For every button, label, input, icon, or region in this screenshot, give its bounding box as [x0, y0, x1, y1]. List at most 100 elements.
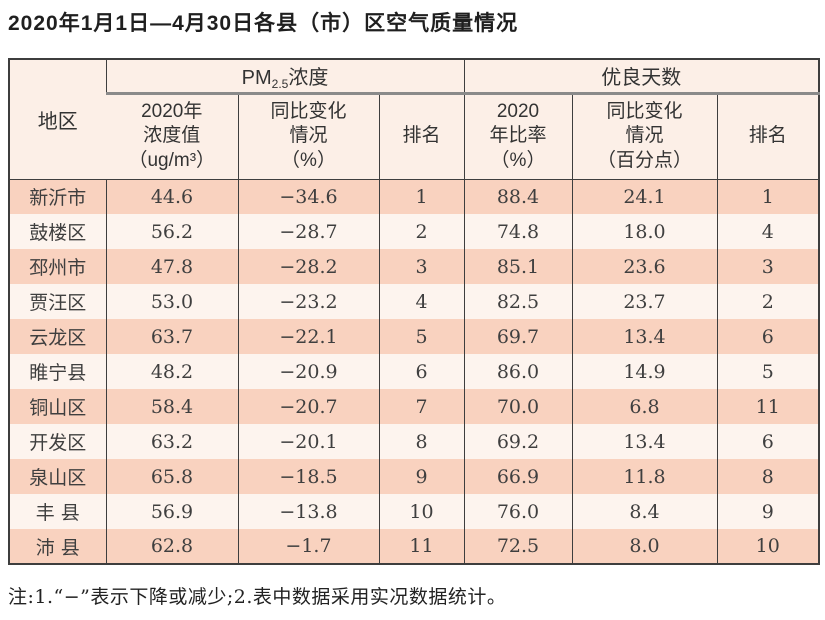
value-cell: 2: [716, 284, 819, 319]
good-days-group-header: 优良天数: [463, 59, 819, 95]
table-row: 邳州市 47.8 −28.2 3 85.1 23.6 3: [9, 249, 819, 284]
region-cell: 铜山区: [9, 389, 106, 424]
col-header-2020-concentration: 2020年 浓度值 （ug/m³）: [106, 93, 238, 180]
value-cell: 5: [378, 319, 464, 354]
pm25-label-suffix: 浓度: [288, 66, 329, 89]
table-row: 丰 县 56.9 −13.8 10 76.0 8.4 9: [9, 494, 819, 529]
value-cell: 69.2: [463, 424, 572, 459]
footnote: 注:1.“−”表示下降或减少;2.表中数据采用实况数据统计。: [8, 586, 507, 608]
table-row: 沛 县 62.8 −1.7 11 72.5 8.0 10: [9, 529, 819, 564]
value-cell: −22.1: [237, 319, 379, 354]
value-cell: 8: [378, 424, 464, 459]
value-cell: −18.5: [237, 459, 379, 494]
region-column-header: 地区: [9, 59, 106, 180]
value-cell: 56.2: [105, 214, 238, 249]
table-body: 新沂市 44.6 −34.6 1 88.4 24.1 1 鼓楼区 56.2 −28.7 2 74.8 1…: [9, 179, 819, 564]
value-cell: −20.9: [237, 354, 379, 389]
col-header-good-days-yoy-change: 同比变化 情况 （百分点）: [571, 93, 717, 180]
value-cell: 5: [716, 354, 819, 389]
region-cell: 邳州市: [9, 249, 106, 284]
value-cell: 53.0: [105, 284, 238, 319]
col-header-2020-ratio: 2020 年比率 （%）: [463, 93, 572, 180]
value-cell: 2: [378, 214, 464, 249]
value-cell: 48.2: [105, 354, 238, 389]
value-cell: 1: [716, 179, 819, 214]
region-cell: 开发区: [9, 424, 106, 459]
sub-header-row: 2020年 浓度值 （ug/m³） 同比变化 情况 （%） 排名 2020 年比…: [9, 93, 819, 180]
value-cell: 9: [378, 459, 464, 494]
value-cell: 65.8: [105, 459, 238, 494]
region-cell: 云龙区: [9, 319, 106, 354]
table-row: 贾汪区 53.0 −23.2 4 82.5 23.7 2: [9, 284, 819, 319]
value-cell: 8.0: [571, 529, 717, 564]
region-cell: 贾汪区: [9, 284, 106, 319]
value-cell: 6: [378, 354, 464, 389]
table-header: 地区 PM2.5浓度 优良天数 2020年 浓度值 （ug/m³） 同比变化 情…: [9, 59, 819, 180]
value-cell: 6.8: [571, 389, 717, 424]
value-cell: 13.4: [571, 319, 717, 354]
value-cell: 18.0: [571, 214, 717, 249]
value-cell: 7: [378, 389, 464, 424]
value-cell: 86.0: [463, 354, 572, 389]
table-row: 云龙区 63.7 −22.1 5 69.7 13.4 6: [9, 319, 819, 354]
value-cell: 72.5: [463, 529, 572, 564]
value-cell: 9: [716, 494, 819, 529]
value-cell: 23.6: [571, 249, 717, 284]
value-cell: −1.7: [237, 529, 379, 564]
value-cell: 82.5: [463, 284, 572, 319]
value-cell: 44.6: [105, 179, 238, 214]
table-row: 铜山区 58.4 −20.7 7 70.0 6.8 11: [9, 389, 819, 424]
col-header-good-days-rank: 排名: [716, 93, 819, 180]
value-cell: −28.7: [237, 214, 379, 249]
table-row: 睢宁县 48.2 −20.9 6 86.0 14.9 5: [9, 354, 819, 389]
value-cell: −28.2: [237, 249, 379, 284]
col-header-pm25-rank: 排名: [378, 93, 464, 180]
value-cell: 13.4: [571, 424, 717, 459]
value-cell: 69.7: [463, 319, 572, 354]
value-cell: 1: [378, 179, 464, 214]
value-cell: −23.2: [237, 284, 379, 319]
pm25-group-header: PM2.5浓度: [105, 59, 464, 95]
value-cell: −20.7: [237, 389, 379, 424]
value-cell: 11: [378, 529, 464, 564]
region-cell: 丰 县: [9, 494, 106, 529]
value-cell: 70.0: [463, 389, 572, 424]
value-cell: 11: [716, 389, 819, 424]
value-cell: 3: [716, 249, 819, 284]
value-cell: −20.1: [237, 424, 379, 459]
value-cell: 3: [378, 249, 464, 284]
region-cell: 泉山区: [9, 459, 106, 494]
value-cell: 4: [378, 284, 464, 319]
air-quality-table: 地区 PM2.5浓度 优良天数 2020年 浓度值 （ug/m³） 同比变化 情…: [8, 58, 820, 565]
value-cell: 8.4: [571, 494, 717, 529]
col-header-pm25-yoy-change: 同比变化 情况 （%）: [237, 93, 379, 180]
value-cell: 66.9: [463, 459, 572, 494]
value-cell: 63.2: [105, 424, 238, 459]
page-title: 2020年1月1日—4月30日各县（市）区空气质量情况: [8, 12, 519, 35]
value-cell: 24.1: [571, 179, 717, 214]
region-cell: 睢宁县: [9, 354, 106, 389]
value-cell: 10: [378, 494, 464, 529]
value-cell: 6: [716, 424, 819, 459]
value-cell: −13.8: [237, 494, 379, 529]
value-cell: 14.9: [571, 354, 717, 389]
pm25-label-prefix: PM: [241, 66, 272, 89]
table-row: 新沂市 44.6 −34.6 1 88.4 24.1 1: [9, 179, 819, 214]
value-cell: 4: [716, 214, 819, 249]
pm25-label-subscript: 2.5: [271, 76, 289, 91]
value-cell: 88.4: [463, 179, 572, 214]
value-cell: 74.8: [463, 214, 572, 249]
value-cell: 10: [716, 529, 819, 564]
value-cell: 8: [716, 459, 819, 494]
value-cell: 85.1: [463, 249, 572, 284]
value-cell: 47.8: [105, 249, 238, 284]
value-cell: 11.8: [571, 459, 717, 494]
table-row: 鼓楼区 56.2 −28.7 2 74.8 18.0 4: [9, 214, 819, 249]
region-cell: 鼓楼区: [9, 214, 106, 249]
value-cell: 56.9: [105, 494, 238, 529]
value-cell: 58.4: [105, 389, 238, 424]
table-row: 开发区 63.2 −20.1 8 69.2 13.4 6: [9, 424, 819, 459]
value-cell: 6: [716, 319, 819, 354]
group-header-row: 地区 PM2.5浓度 优良天数: [9, 59, 819, 180]
